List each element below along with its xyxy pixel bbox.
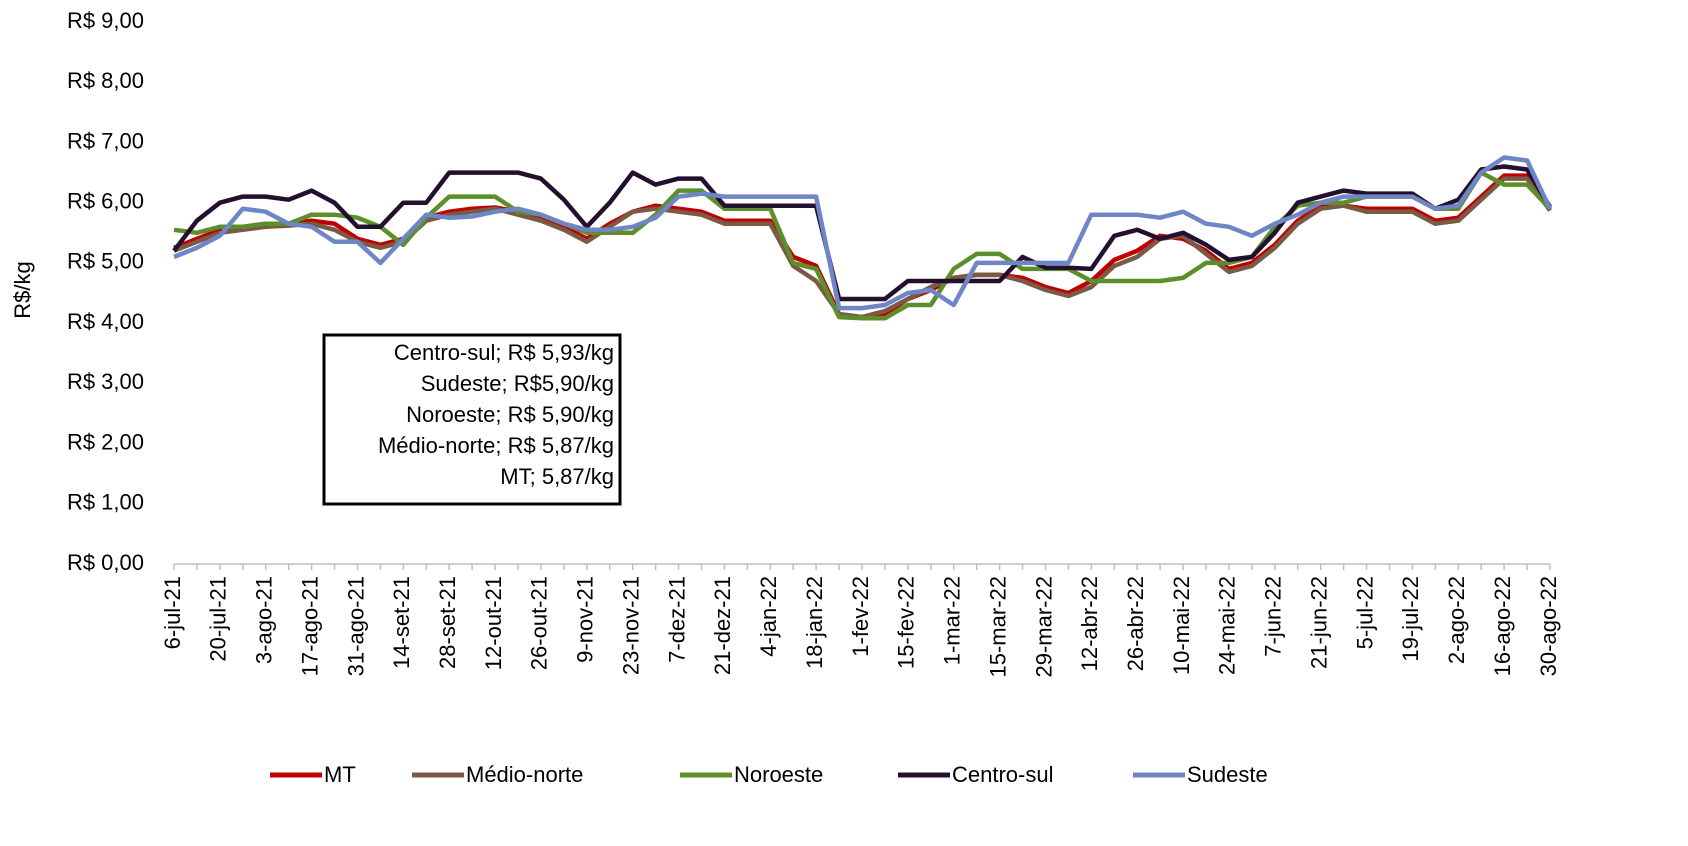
series-line <box>172 164 1552 302</box>
x-tick-label: 15-mar-22 <box>985 576 1010 677</box>
series-line <box>173 176 1552 320</box>
x-tick-label: 31-ago-21 <box>343 576 368 676</box>
y-tick-label: R$ 8,00 <box>67 68 144 93</box>
x-tick-label: 29-mar-22 <box>1031 576 1056 677</box>
legend-label: MT <box>324 762 356 787</box>
x-tick-label: 21-jun-22 <box>1306 576 1331 669</box>
x-tick-label: 26-abr-22 <box>1123 576 1148 671</box>
y-axis-label: R$/kg <box>10 261 35 318</box>
annotation-text: Centro-sul; R$ 5,93/kg <box>394 340 614 365</box>
annotation-text: Sudeste; R$5,90/kg <box>421 371 614 396</box>
y-tick-label: R$ 9,00 <box>67 8 144 33</box>
legend-label: Noroeste <box>734 762 823 787</box>
annotation-text: Médio-norte; R$ 5,87/kg <box>378 433 614 458</box>
x-tick-label: 1-fev-22 <box>848 576 873 657</box>
x-tick-label: 7-dez-21 <box>664 576 689 663</box>
x-tick-label: 16-ago-22 <box>1490 576 1515 676</box>
x-tick-label: 17-ago-21 <box>297 576 322 676</box>
series-line <box>173 155 1553 311</box>
x-tick-label: 10-mai-22 <box>1169 576 1194 675</box>
x-tick-label: 6-jul-21 <box>160 576 185 649</box>
x-tick-label: 3-ago-21 <box>252 576 277 664</box>
y-tick-label: R$ 0,00 <box>67 550 144 575</box>
x-tick-label: 15-fev-22 <box>894 576 919 669</box>
annotation-text: Noroeste; R$ 5,90/kg <box>406 402 614 427</box>
x-tick-label: 2-ago-22 <box>1444 576 1469 664</box>
annotation-box <box>322 333 622 506</box>
x-tick-label: 12-out-21 <box>481 576 506 670</box>
y-tick-label: R$ 5,00 <box>67 249 144 274</box>
y-tick-label: R$ 3,00 <box>67 369 144 394</box>
legend-label: Centro-sul <box>952 762 1053 787</box>
legend-label: Médio-norte <box>466 762 583 787</box>
y-tick-label: R$ 7,00 <box>67 128 144 153</box>
y-tick-label: R$ 1,00 <box>67 490 144 515</box>
x-tick-label: 14-set-21 <box>389 576 414 669</box>
x-tick-label: 4-jan-22 <box>756 576 781 657</box>
x-tick-label: 9-nov-21 <box>573 576 598 663</box>
x-tick-label: 26-out-21 <box>527 576 552 670</box>
annotation-text: MT; 5,87/kg <box>500 464 614 489</box>
x-tick-label: 23-nov-21 <box>618 576 643 675</box>
x-tick-label: 30-ago-22 <box>1536 576 1561 676</box>
y-tick-label: R$ 4,00 <box>67 309 144 334</box>
x-tick-label: 21-dez-21 <box>710 576 735 675</box>
x-tick-label: 18-jan-22 <box>802 576 827 669</box>
x-tick-label: 20-jul-21 <box>206 576 231 662</box>
x-tick-label: 24-mai-22 <box>1215 576 1240 675</box>
x-tick-label: 5-jul-22 <box>1352 576 1377 649</box>
x-tick-label: 1-mar-22 <box>940 576 965 665</box>
x-tick-label: 7-jun-22 <box>1261 576 1286 657</box>
x-tick-label: 28-set-21 <box>435 576 460 669</box>
x-tick-label: 19-jul-22 <box>1398 576 1423 662</box>
legend-label: Sudeste <box>1187 762 1268 787</box>
y-tick-label: R$ 2,00 <box>67 429 144 454</box>
x-tick-label: 12-abr-22 <box>1077 576 1102 671</box>
y-tick-label: R$ 6,00 <box>67 188 144 213</box>
